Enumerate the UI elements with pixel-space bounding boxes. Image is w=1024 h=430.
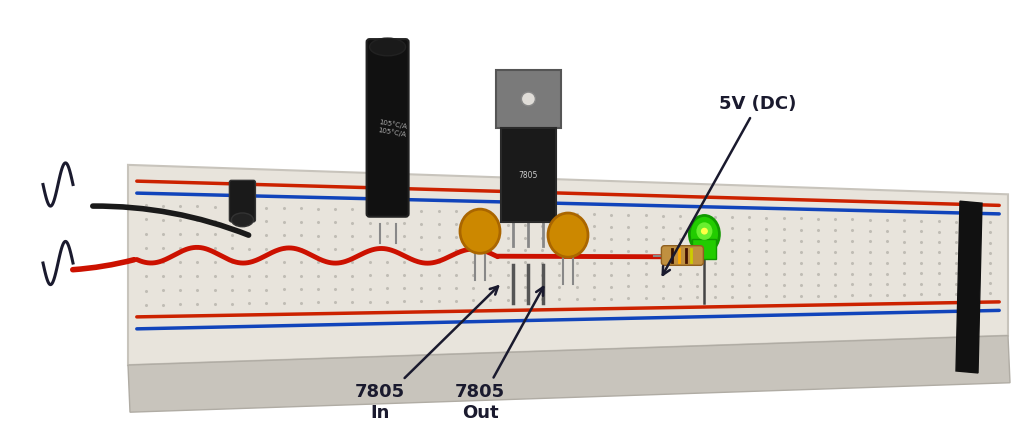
Polygon shape [956,201,982,373]
Ellipse shape [548,213,588,257]
Ellipse shape [521,92,536,106]
FancyBboxPatch shape [229,180,255,222]
Polygon shape [496,70,561,129]
Text: 7805
In: 7805 In [355,286,498,421]
Text: 5V (DC): 5V (DC) [663,95,797,275]
Ellipse shape [700,228,708,235]
Ellipse shape [231,213,253,227]
FancyBboxPatch shape [501,129,556,221]
Ellipse shape [370,38,406,56]
Ellipse shape [689,215,720,253]
Polygon shape [128,165,1008,365]
FancyBboxPatch shape [367,39,409,217]
Text: 7805: 7805 [519,171,538,179]
FancyBboxPatch shape [662,246,703,265]
Ellipse shape [460,209,500,253]
Polygon shape [128,336,1010,412]
Text: 7805
Out: 7805 Out [455,287,544,421]
FancyBboxPatch shape [692,239,717,258]
Text: 105°C/A
105°C/A: 105°C/A 105°C/A [377,118,408,138]
Ellipse shape [696,222,713,240]
